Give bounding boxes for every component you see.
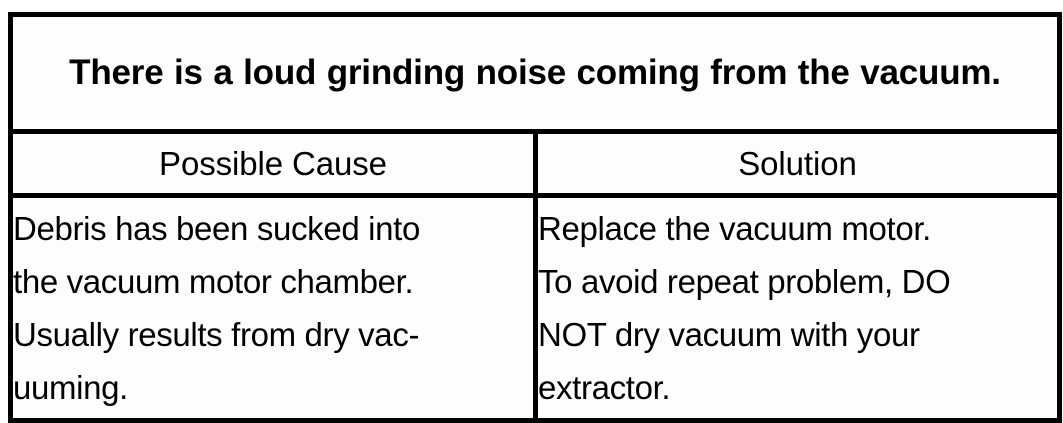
cell-possible-cause: Debris has been sucked into the vacuum m… [8,193,538,423]
page-root: There is a loud grinding noise coming fr… [8,12,1062,423]
table-title-row: There is a loud grinding noise coming fr… [8,12,1062,134]
table-title-text: There is a loud grinding noise coming fr… [69,53,1001,92]
table-row: Debris has been sucked into the vacuum m… [8,193,1062,423]
table-title-cell: There is a loud grinding noise coming fr… [8,12,1062,134]
cell-solution-text: Replace the vacuum motor. To avoid repea… [538,210,951,406]
column-header-possible-cause: Possible Cause [8,129,538,198]
cell-possible-cause-text: Debris has been sucked into the vacuum m… [13,210,420,406]
table-header-row: Possible Cause Solution [8,129,1062,198]
troubleshooting-table: There is a loud grinding noise coming fr… [8,12,1062,423]
column-header-solution: Solution [533,129,1062,198]
cell-solution: Replace the vacuum motor. To avoid repea… [533,193,1062,423]
column-header-possible-cause-label: Possible Cause [159,144,387,182]
column-header-solution-label: Solution [738,144,857,182]
